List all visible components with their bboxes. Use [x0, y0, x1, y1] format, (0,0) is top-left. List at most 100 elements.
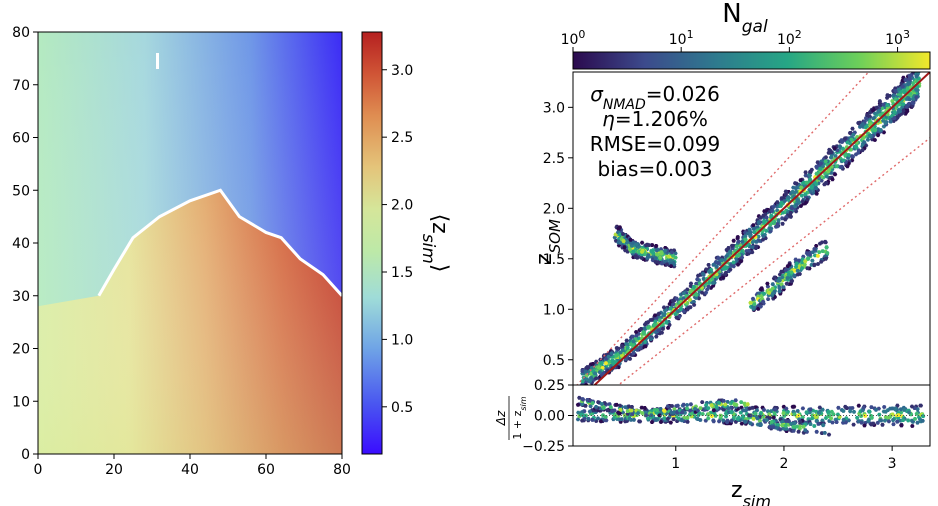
density-bin [772, 410, 777, 415]
density-bin [735, 236, 740, 241]
density-bin [812, 247, 817, 251]
density-bin [796, 198, 801, 203]
scatter-y-axis: 0.5 1.0 1.5 2.0 2.5 3.0 [543, 100, 573, 369]
density-bin [671, 411, 676, 415]
density-bin [782, 199, 787, 203]
density-bin [834, 420, 839, 424]
density-bin [836, 405, 841, 410]
density-bin [807, 170, 813, 174]
density-bin [734, 244, 739, 249]
density-bin [588, 404, 593, 408]
density-bin [716, 261, 721, 265]
density-bin [716, 256, 721, 260]
density-bin [661, 313, 666, 317]
density-bin [608, 405, 613, 410]
density-bin [786, 272, 791, 277]
density-bin [642, 406, 647, 410]
density-bin [706, 416, 711, 421]
density-bin [676, 416, 681, 421]
density-bin [780, 423, 785, 428]
density-bin [661, 408, 667, 413]
density-bin [729, 243, 735, 248]
density-bin [630, 412, 635, 416]
density-bin [850, 126, 855, 131]
density-bin [593, 405, 599, 409]
density-bin [664, 259, 669, 264]
density-bin [817, 405, 822, 410]
residual-y-tick-label: 0.00 [534, 409, 565, 425]
density-bin [678, 307, 683, 311]
density-bin [627, 357, 633, 361]
density-bin [814, 186, 819, 191]
ngal-colorbar-ticks: 100 101 102 103 [561, 28, 910, 52]
density-bin [797, 272, 802, 276]
density-bin [638, 327, 644, 331]
density-bin [890, 99, 895, 103]
empty-cell-marker [156, 53, 159, 69]
density-bin [681, 402, 686, 407]
density-bin [726, 246, 731, 250]
density-bin [687, 305, 692, 310]
density-bin [735, 262, 741, 267]
density-bin [733, 398, 738, 403]
density-bin [694, 292, 699, 297]
density-bin [639, 250, 645, 254]
density-bin [880, 422, 885, 427]
density-bin [784, 190, 789, 194]
density-bin [775, 200, 780, 205]
density-bin [873, 128, 878, 132]
density-bin [803, 173, 808, 178]
x-tick-label: 40 [181, 462, 199, 478]
density-bin [626, 404, 631, 409]
density-bin [765, 284, 771, 289]
density-bin [748, 300, 753, 305]
density-bin [623, 405, 628, 409]
ngal-colorbar-label: Ngal [722, 0, 768, 37]
density-bin [757, 419, 763, 423]
density-bin [658, 420, 664, 424]
density-bin [778, 204, 783, 208]
density-bin [803, 192, 808, 197]
density-bin [845, 164, 850, 169]
density-bin [900, 84, 905, 89]
density-bin [617, 403, 623, 408]
density-bin [733, 419, 739, 424]
density-bin [637, 346, 643, 350]
density-bin [583, 403, 588, 408]
density-bin [577, 395, 582, 400]
density-bin [824, 174, 829, 179]
density-bin [658, 256, 663, 260]
colorbar-tick-label: 2.5 [391, 130, 413, 146]
density-bin [914, 74, 919, 79]
density-bin [654, 408, 660, 412]
colorbar-tick-label: 0.5 [391, 400, 413, 416]
density-bin [865, 137, 871, 142]
density-bin [639, 405, 644, 410]
density-bin [739, 400, 744, 404]
density-bin [900, 418, 906, 422]
density-bin [658, 247, 664, 252]
density-bin [840, 146, 846, 151]
density-bin [653, 316, 659, 321]
density-bin [834, 164, 839, 169]
density-bin [862, 140, 867, 145]
density-bin [848, 409, 853, 414]
density-bin [747, 406, 753, 411]
density-bin [896, 87, 901, 92]
density-bin [825, 251, 830, 255]
density-bin [804, 180, 809, 185]
density-bin [700, 412, 705, 416]
density-bin [814, 429, 819, 434]
density-bin [764, 418, 769, 422]
density-bin [673, 251, 678, 256]
density-bin [619, 344, 625, 348]
density-bin [750, 250, 755, 255]
density-bin [575, 402, 581, 407]
density-bin [901, 102, 906, 107]
density-bin [721, 399, 726, 403]
residual-y-label: Δz 1 + zsim [494, 396, 528, 440]
ngal-colorbar: Ngal 100 101 102 103 [561, 0, 931, 70]
density-bin [668, 420, 673, 425]
density-bin [719, 258, 724, 263]
density-bin [652, 323, 657, 328]
